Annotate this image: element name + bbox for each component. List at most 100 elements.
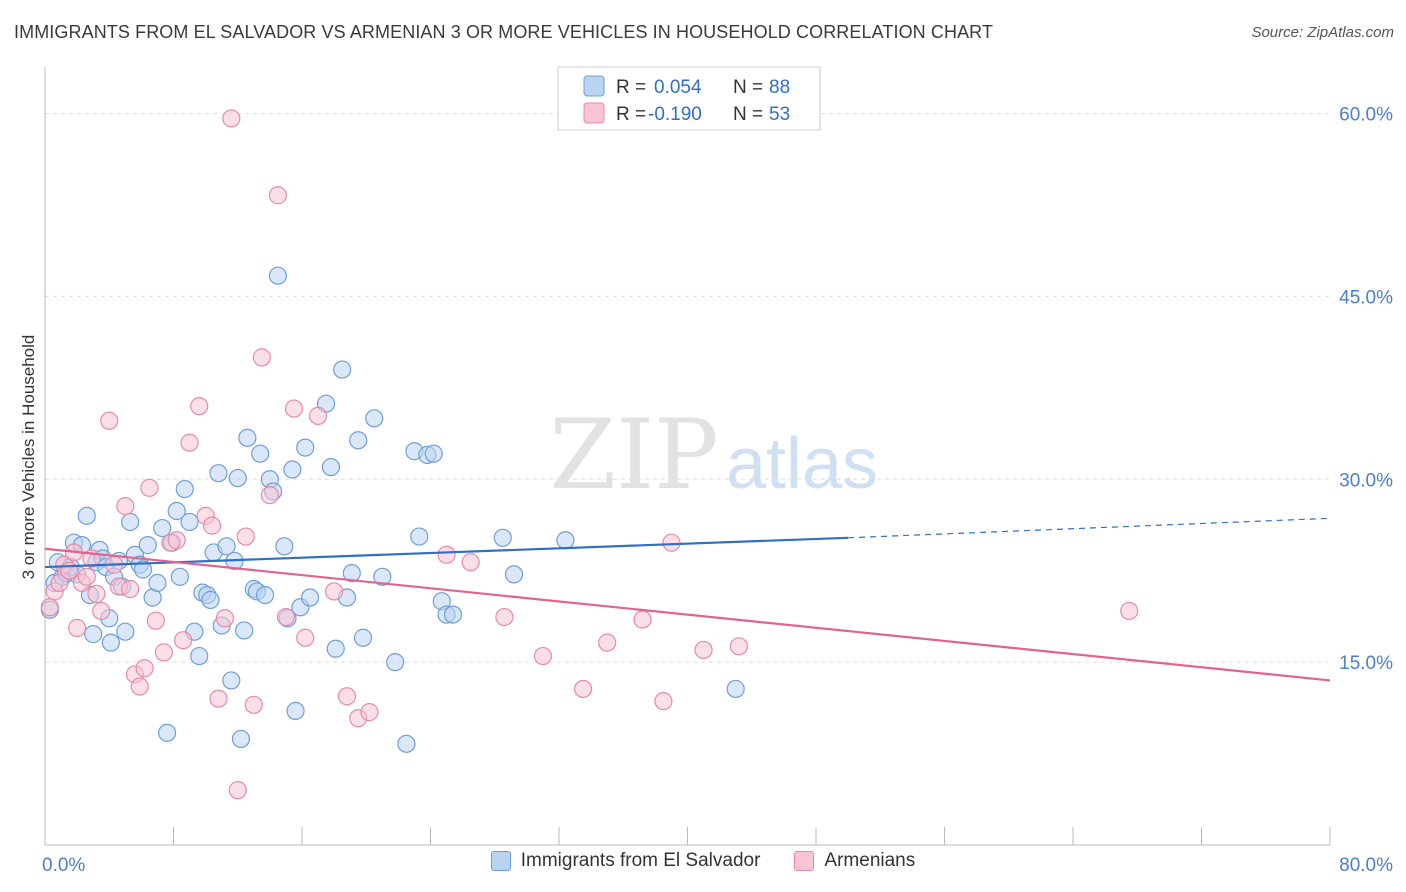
- point-armenians: [276, 607, 296, 627]
- point-armenians: [116, 497, 135, 516]
- point-el-salvador: [209, 464, 228, 483]
- point-armenians: [92, 601, 111, 621]
- point-el-salvador: [300, 588, 320, 607]
- y-tick-label: 30.0%: [1339, 470, 1393, 491]
- point-armenians: [296, 628, 315, 647]
- legend-label-armenians: Armenians: [824, 850, 916, 871]
- point-el-salvador: [410, 527, 429, 546]
- point-el-salvador: [190, 646, 209, 666]
- y-tick-label: 60.0%: [1339, 105, 1393, 126]
- point-armenians: [662, 533, 681, 552]
- point-el-salvador: [138, 536, 157, 555]
- point-el-salvador: [231, 729, 251, 749]
- point-armenians: [633, 610, 652, 629]
- point-el-salvador: [228, 468, 247, 488]
- stat-n-label-1: N =: [733, 77, 763, 98]
- point-armenians: [533, 646, 553, 666]
- legend-item-armenians: Armenians: [794, 850, 915, 872]
- point-el-salvador: [235, 621, 254, 640]
- point-el-salvador: [180, 512, 199, 532]
- point-armenians: [236, 527, 255, 546]
- legend-swatch-el-salvador: [490, 851, 511, 871]
- y-tick-labels: 15.0% 30.0% 45.0% 60.0%: [1339, 105, 1393, 675]
- x-tick-label: 80.0%: [1339, 855, 1393, 876]
- trend-line-armenians: [44, 547, 1331, 682]
- point-el-salvador: [222, 671, 241, 690]
- point-armenians: [167, 531, 186, 550]
- point-armenians: [360, 703, 379, 722]
- chart-title: IMMIGRANTS FROM EL SALVADOR VS ARMENIAN …: [14, 22, 994, 42]
- point-armenians: [495, 607, 514, 627]
- point-el-salvador: [275, 537, 294, 556]
- point-armenians: [50, 573, 69, 593]
- point-armenians: [308, 406, 328, 425]
- point-armenians: [244, 695, 263, 714]
- stat-n-value-1: 88: [769, 77, 790, 98]
- point-el-salvador: [353, 628, 373, 647]
- stat-r-value-2: -0.190: [648, 104, 702, 125]
- watermark: ZIP atlas: [549, 399, 878, 511]
- point-el-salvador: [386, 653, 405, 672]
- point-el-salvador: [201, 590, 220, 610]
- point-el-salvador: [153, 518, 172, 538]
- point-armenians: [573, 679, 593, 699]
- gridlines: [45, 113, 1330, 663]
- point-el-salvador: [397, 734, 416, 753]
- stat-r-label-1: R =: [616, 77, 646, 98]
- point-armenians: [437, 545, 456, 564]
- trend-line-el-salvador-extension: [848, 517, 1331, 539]
- point-armenians: [209, 689, 228, 708]
- point-armenians: [130, 677, 149, 696]
- legend-swatch-blue: [583, 75, 605, 97]
- point-el-salvador: [251, 444, 270, 463]
- point-armenians: [146, 611, 165, 630]
- point-armenians: [729, 637, 749, 656]
- point-armenians: [598, 633, 617, 652]
- point-el-salvador: [373, 567, 392, 586]
- trend-lines: [44, 517, 1331, 682]
- point-el-salvador: [342, 564, 361, 583]
- point-armenians: [40, 598, 59, 617]
- point-armenians: [284, 399, 304, 418]
- point-el-salvador: [296, 438, 315, 457]
- point-el-salvador: [77, 506, 96, 525]
- point-armenians: [228, 781, 247, 800]
- point-el-salvador: [504, 565, 524, 584]
- point-el-salvador: [175, 479, 194, 499]
- legend-item-el-salvador: Immigrants from El Salvador: [490, 850, 760, 872]
- point-armenians: [202, 516, 222, 535]
- point-armenians: [222, 109, 241, 128]
- point-armenians: [694, 640, 713, 660]
- point-el-salvador: [286, 701, 305, 721]
- y-tick-label: 15.0%: [1339, 653, 1393, 674]
- point-armenians: [461, 553, 480, 572]
- point-armenians: [140, 478, 159, 497]
- point-el-salvador: [321, 457, 341, 477]
- point-armenians: [252, 348, 271, 367]
- series-armenians-points: [40, 109, 1139, 800]
- y-tick-label: 45.0%: [1339, 287, 1393, 308]
- point-el-salvador: [556, 531, 575, 550]
- legend-swatch-armenians: [794, 851, 815, 871]
- x-tick-label: 0.0%: [42, 855, 85, 876]
- point-armenians: [190, 397, 209, 416]
- source-label: Source: ZipAtlas.com: [1251, 24, 1394, 41]
- point-el-salvador: [268, 266, 288, 285]
- point-el-salvador: [167, 501, 186, 521]
- point-armenians: [268, 186, 288, 205]
- point-armenians: [654, 692, 673, 711]
- point-armenians: [337, 687, 357, 706]
- stat-n-label-2: N =: [733, 104, 763, 125]
- point-el-salvador: [326, 639, 345, 658]
- axes: [44, 67, 1331, 846]
- point-armenians: [154, 643, 173, 662]
- stat-n-value-2: 53: [769, 104, 790, 125]
- x-tick-labels: 0.0% 80.0%: [42, 855, 1393, 876]
- point-el-salvador: [84, 625, 103, 644]
- point-armenians: [325, 582, 344, 601]
- watermark-zip: ZIP: [549, 399, 718, 511]
- stat-r-value-1: 0.054: [654, 77, 702, 98]
- point-armenians: [59, 561, 79, 580]
- point-el-salvador: [121, 512, 140, 532]
